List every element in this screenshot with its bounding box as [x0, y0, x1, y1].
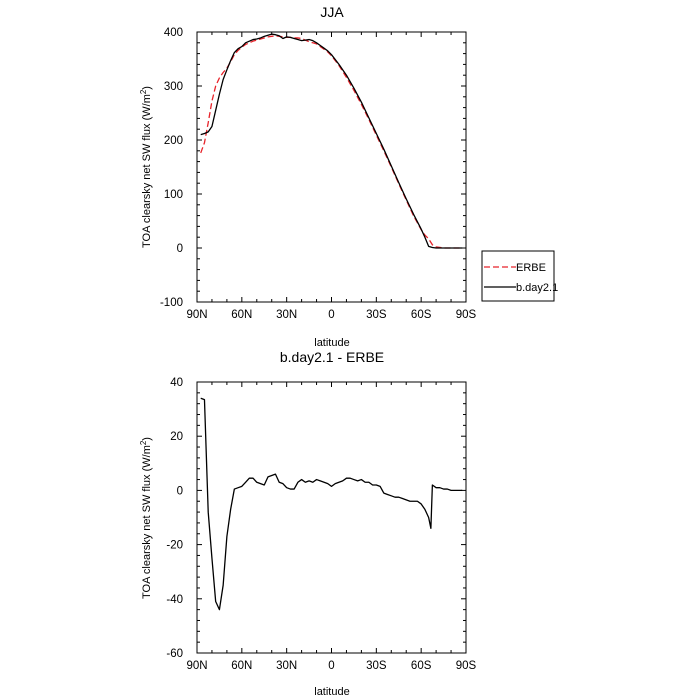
top-y-tick-label: -100 — [160, 297, 183, 309]
top-x-tick-label: 30S — [366, 309, 387, 321]
top-plot-frame — [196, 31, 467, 303]
top-y-axis-label-main: TOA clearsky net SW flux (W/m — [141, 94, 153, 248]
top-y-axis-label: TOA clearsky net SW flux (W/m2) — [139, 86, 154, 248]
bottom-x-tick-label: 60S — [411, 660, 432, 672]
legend-model-label: b.day2.1 — [516, 282, 558, 294]
top-x-axis-label: latitude — [314, 337, 349, 349]
top-series-line-1 — [200, 33, 463, 249]
top-x-tick-label: 30N — [276, 309, 297, 321]
bottom-series-line-0 — [200, 397, 463, 611]
bottom-y-tick-label: -60 — [166, 648, 183, 660]
bottom-x-tick-label: 60N — [231, 660, 252, 672]
bottom-x-tick-label: 30N — [276, 660, 297, 672]
top-y-axis-label-end: ) — [141, 86, 153, 90]
top-y-tick-label: 0 — [177, 243, 183, 255]
bottom-series-group — [200, 397, 463, 611]
top-y-tick-label: 400 — [164, 27, 183, 39]
top-series-group — [200, 33, 463, 249]
bottom-y-axis-label-sup: 2 — [139, 440, 148, 445]
top-x-tick-label: 60S — [411, 309, 432, 321]
top-x-tick-label: 60N — [231, 309, 252, 321]
legend-box — [481, 250, 555, 302]
bottom-x-tick-label: 90S — [456, 660, 477, 672]
bottom-y-tick-label: 0 — [177, 485, 183, 497]
legend-erbe-label: ERBE — [516, 262, 546, 274]
top-y-tick-label: 200 — [164, 135, 183, 147]
top-x-tick-label: 0 — [328, 309, 334, 321]
bottom-chart-title: b.day2.1 - ERBE — [280, 349, 384, 365]
top-axes: 90N 60N 30N 0 30S 60S 90S -100 0 100 200 300 400 — [160, 27, 477, 321]
legend: ERBE b.day2.1 — [481, 250, 558, 302]
top-panel: JJA latitude TOA clearsky net SW flux (W… — [139, 4, 559, 349]
bottom-y-tick-label: 20 — [170, 431, 183, 443]
bottom-y-tick-label: 40 — [170, 377, 183, 389]
top-y-tick-label: 100 — [164, 189, 183, 201]
bottom-y-axis-label-end: ) — [141, 437, 153, 441]
bottom-x-tick-label: 90N — [186, 660, 207, 672]
bottom-y-tick-label: -40 — [166, 594, 183, 606]
bottom-x-tick-label: 30S — [366, 660, 387, 672]
bottom-plot-frame — [196, 381, 467, 654]
bottom-x-tick-label: 0 — [328, 660, 334, 672]
top-chart-title: JJA — [320, 4, 344, 20]
bottom-y-axis-label-main: TOA clearsky net SW flux (W/m — [141, 445, 153, 599]
top-series-line-0 — [200, 35, 463, 249]
bottom-x-axis-label: latitude — [314, 686, 349, 698]
top-x-tick-label: 90N — [186, 309, 207, 321]
top-x-tick-label: 90S — [456, 309, 477, 321]
bottom-y-tick-label: -20 — [166, 540, 183, 552]
bottom-y-axis-label: TOA clearsky net SW flux (W/m2) — [139, 437, 154, 599]
top-y-tick-label: 300 — [164, 81, 183, 93]
bottom-panel: b.day2.1 - ERBE latitude TOA clearsky ne… — [139, 349, 477, 698]
top-y-axis-label-sup: 2 — [139, 89, 148, 94]
